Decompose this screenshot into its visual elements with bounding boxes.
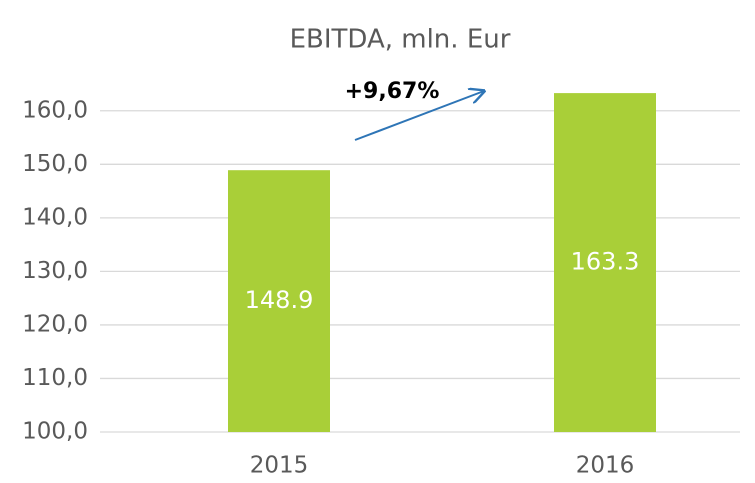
grid	[100, 110, 740, 433]
data-label: 148.9	[245, 286, 314, 314]
y-tick-label: 110,0	[22, 365, 88, 391]
bars	[228, 93, 656, 433]
annotation: +9,67%	[345, 79, 440, 104]
x-tick-label: 2015	[250, 453, 309, 479]
y-tick-label: 120,0	[22, 311, 88, 337]
y-tick-label: 150,0	[22, 151, 88, 177]
annotation-arrow	[354, 91, 484, 141]
chart-title: EBITDA, mln. Eur	[290, 25, 511, 55]
y-tick-label: 130,0	[22, 258, 88, 284]
y-tick-label: 140,0	[22, 204, 88, 230]
data-label: 163.3	[571, 248, 640, 276]
bar	[228, 170, 330, 432]
x-tick-label: 2016	[576, 453, 635, 479]
y-tick-label: 100,0	[22, 419, 88, 445]
y-tick-label: 160,0	[22, 97, 88, 123]
bar	[554, 93, 656, 433]
